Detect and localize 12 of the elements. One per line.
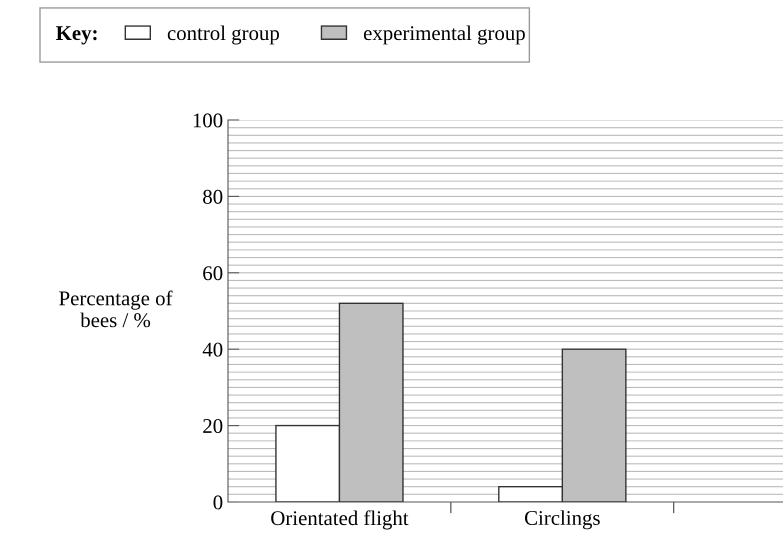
y-tick-label: 100 <box>194 113 222 128</box>
y-axis-title: Percentage of bees / % <box>59 290 172 328</box>
y-tick-label: 60 <box>203 266 222 280</box>
legend-label: control group <box>168 26 279 44</box>
y-tick-label: 40 <box>202 342 222 357</box>
x-tick-label: Orientated flight <box>271 510 408 530</box>
x-tick-label: Circlings <box>525 510 600 530</box>
y-tick-label: 80 <box>203 190 222 204</box>
y-tick-label: 0 <box>214 495 222 510</box>
y-tick-label: 20 <box>203 418 222 434</box>
legend-label: experimental group <box>364 26 525 44</box>
legend-title: Key: <box>56 26 97 44</box>
